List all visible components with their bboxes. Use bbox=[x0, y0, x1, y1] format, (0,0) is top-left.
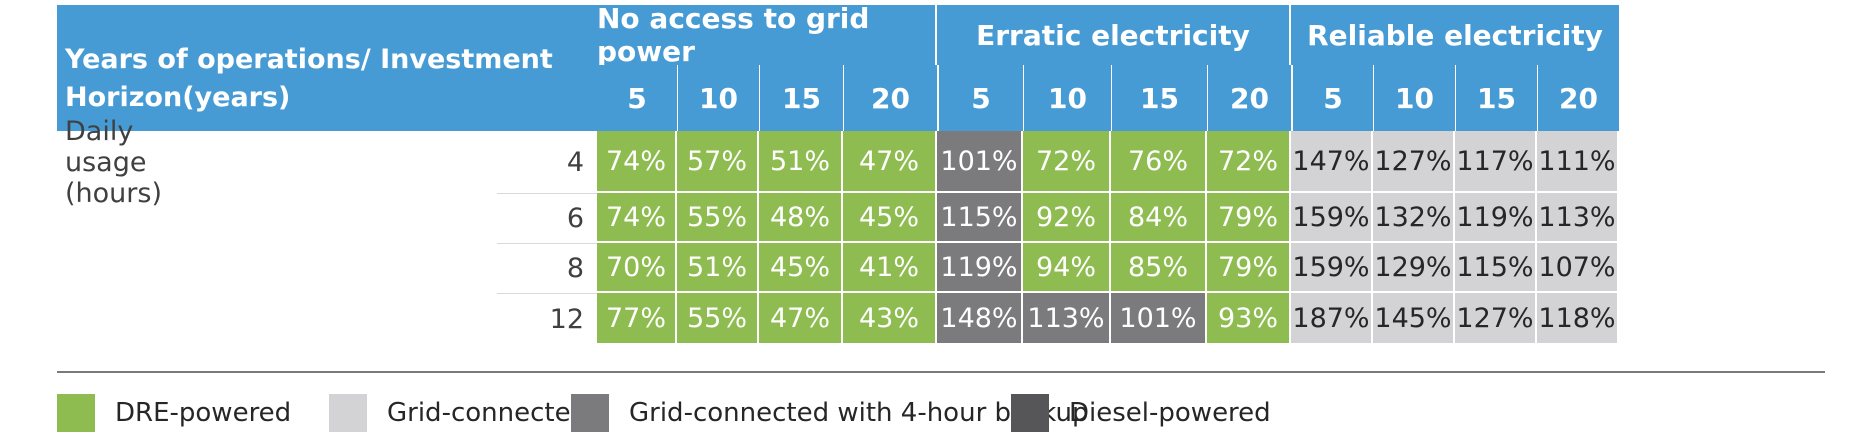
legend-swatch bbox=[57, 394, 95, 432]
year-header-5: 5 bbox=[597, 65, 677, 131]
data-cell: 93% bbox=[1207, 293, 1291, 345]
data-cell: 187% bbox=[1291, 293, 1373, 345]
data-cell: 84% bbox=[1111, 193, 1207, 243]
data-cell: 55% bbox=[677, 193, 759, 243]
data-cell: 45% bbox=[843, 193, 937, 243]
data-cell: 159% bbox=[1291, 243, 1373, 293]
hours-label: 12 bbox=[527, 293, 597, 345]
column-group-header: Erratic electricity bbox=[937, 5, 1291, 65]
year-header-15: 15 bbox=[1455, 65, 1537, 131]
legend-swatch bbox=[329, 394, 367, 432]
row-header-label: Years of operations/ Investment Horizon(… bbox=[57, 5, 597, 131]
year-header-10: 10 bbox=[1023, 65, 1111, 131]
data-cell: 115% bbox=[937, 193, 1023, 243]
data-cell: 47% bbox=[843, 131, 937, 193]
row-divider bbox=[497, 293, 597, 294]
data-cell: 72% bbox=[1207, 131, 1291, 193]
year-header-5: 5 bbox=[1291, 65, 1373, 131]
year-header-5: 5 bbox=[937, 65, 1023, 131]
row-divider bbox=[497, 243, 597, 244]
data-cell: 127% bbox=[1373, 131, 1455, 193]
data-cell: 159% bbox=[1291, 193, 1373, 243]
data-cell: 101% bbox=[937, 131, 1023, 193]
data-cell: 57% bbox=[677, 131, 759, 193]
legend-item-grid: Grid-connected bbox=[329, 393, 587, 433]
data-cell: 92% bbox=[1023, 193, 1111, 243]
data-cell: 148% bbox=[937, 293, 1023, 345]
data-cell: 45% bbox=[759, 243, 843, 293]
hours-value: 6 bbox=[566, 202, 584, 234]
data-cell: 48% bbox=[759, 193, 843, 243]
data-cell: 111% bbox=[1537, 131, 1619, 193]
legend-item-diesel: Diesel-powered bbox=[1011, 393, 1271, 433]
year-header-15: 15 bbox=[759, 65, 843, 131]
data-cell: 127% bbox=[1455, 293, 1537, 345]
data-cell: 55% bbox=[677, 293, 759, 345]
year-header-10: 10 bbox=[677, 65, 759, 131]
year-header-20: 20 bbox=[1207, 65, 1291, 131]
data-cell: 132% bbox=[1373, 193, 1455, 243]
hours-label: 6 bbox=[527, 193, 597, 243]
year-header-15: 15 bbox=[1111, 65, 1207, 131]
data-cell: 117% bbox=[1455, 131, 1537, 193]
data-cell: 74% bbox=[597, 193, 677, 243]
data-cell: 115% bbox=[1455, 243, 1537, 293]
hours-value: 12 bbox=[549, 303, 584, 335]
data-cell: 79% bbox=[1207, 193, 1291, 243]
data-cell: 79% bbox=[1207, 243, 1291, 293]
column-group-header: Reliable electricity bbox=[1291, 5, 1619, 65]
row-divider bbox=[497, 193, 597, 194]
data-cell: 113% bbox=[1537, 193, 1619, 243]
legend-item-dre: DRE-powered bbox=[57, 393, 291, 433]
hours-value: 8 bbox=[566, 252, 584, 284]
legend-label: DRE-powered bbox=[115, 398, 292, 428]
data-cell: 47% bbox=[759, 293, 843, 345]
column-group-header: No access to grid power bbox=[597, 2, 937, 68]
data-cell: 118% bbox=[1537, 293, 1619, 345]
data-cell: 147% bbox=[1291, 131, 1373, 193]
hours-value: 4 bbox=[566, 146, 584, 178]
data-cell: 51% bbox=[759, 131, 843, 193]
year-header-20: 20 bbox=[1537, 65, 1619, 131]
data-cell: 70% bbox=[597, 243, 677, 293]
data-cell: 77% bbox=[597, 293, 677, 345]
hours-label: 8 bbox=[527, 243, 597, 293]
data-cell: 119% bbox=[937, 243, 1023, 293]
data-cell: 74% bbox=[597, 131, 677, 193]
data-cell: 113% bbox=[1023, 293, 1111, 345]
data-cell: 129% bbox=[1373, 243, 1455, 293]
year-header-10: 10 bbox=[1373, 65, 1455, 131]
data-cell: 107% bbox=[1537, 243, 1619, 293]
legend-label: Grid-connected bbox=[387, 398, 588, 428]
legend-swatch bbox=[1011, 394, 1049, 432]
legend-swatch bbox=[571, 394, 609, 432]
hours-label: 4 bbox=[527, 131, 597, 193]
legend-label: Diesel-powered bbox=[1069, 398, 1271, 428]
data-cell: 41% bbox=[843, 243, 937, 293]
data-cell: 85% bbox=[1111, 243, 1207, 293]
data-cell: 76% bbox=[1111, 131, 1207, 193]
table-bottom-rule bbox=[57, 371, 1825, 373]
year-header-20: 20 bbox=[843, 65, 937, 131]
data-cell: 101% bbox=[1111, 293, 1207, 345]
row-group-label: Daily usage (hours) bbox=[65, 115, 162, 209]
data-cell: 119% bbox=[1455, 193, 1537, 243]
data-cell: 43% bbox=[843, 293, 937, 345]
data-cell: 145% bbox=[1373, 293, 1455, 345]
data-cell: 94% bbox=[1023, 243, 1111, 293]
data-cell: 72% bbox=[1023, 131, 1111, 193]
data-cell: 51% bbox=[677, 243, 759, 293]
